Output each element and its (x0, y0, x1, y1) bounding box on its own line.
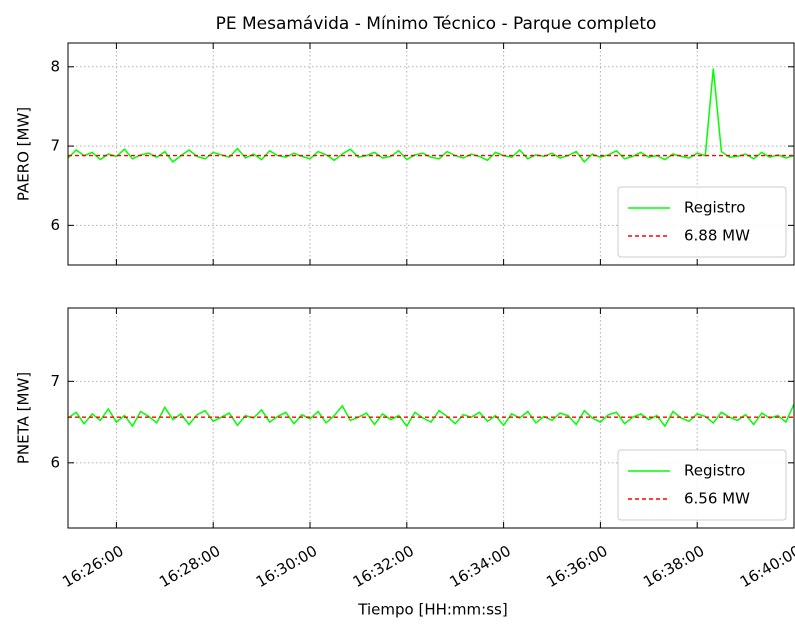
legend-label: Registro (684, 462, 745, 480)
x-axis-label: Tiempo [HH:mm:ss] (357, 601, 507, 619)
plot-area (68, 68, 794, 164)
series-line (68, 403, 794, 428)
y-tick-label: 6 (50, 453, 60, 471)
y-tick-label: 7 (50, 372, 60, 390)
series-line (68, 68, 794, 164)
plot-frame (67, 42, 795, 266)
y-axis-label: PNETA [MW] (15, 372, 33, 464)
y-axis-label: PAERO [MW] (15, 107, 33, 201)
y-tick-label: 8 (50, 57, 60, 75)
y-tick-label: 6 (50, 216, 60, 234)
chart-title: PE Mesamávida - Mínimo Técnico - Parque … (216, 14, 657, 34)
legend-label: 6.88 MW (684, 227, 750, 245)
plot-frame (67, 307, 795, 529)
y-tick-label: 7 (50, 137, 60, 155)
legend-box (617, 186, 787, 258)
legend-label: 6.56 MW (684, 490, 750, 508)
legend-box (617, 449, 787, 521)
legend-label: Registro (684, 199, 745, 217)
plot-area (68, 403, 794, 428)
